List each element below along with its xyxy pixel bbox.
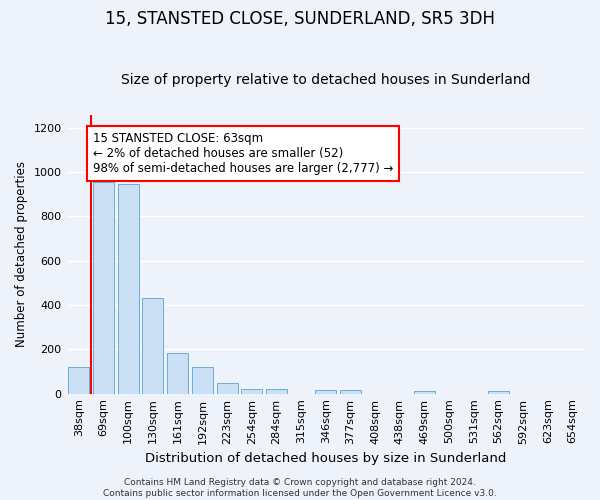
Bar (488, 392, 509, 394)
Bar (192, 367, 213, 394)
Text: Contains HM Land Registry data © Crown copyright and database right 2024.
Contai: Contains HM Land Registry data © Crown c… (103, 478, 497, 498)
Y-axis label: Number of detached properties: Number of detached properties (15, 161, 28, 347)
Bar (241, 389, 262, 394)
Bar (315, 390, 336, 394)
Bar (68, 367, 89, 394)
Bar (414, 392, 435, 394)
Bar (217, 383, 238, 394)
Bar (167, 352, 188, 394)
Text: 15, STANSTED CLOSE, SUNDERLAND, SR5 3DH: 15, STANSTED CLOSE, SUNDERLAND, SR5 3DH (105, 10, 495, 28)
Bar (340, 390, 361, 394)
Text: 15 STANSTED CLOSE: 63sqm
← 2% of detached houses are smaller (52)
98% of semi-de: 15 STANSTED CLOSE: 63sqm ← 2% of detache… (93, 132, 394, 176)
Title: Size of property relative to detached houses in Sunderland: Size of property relative to detached ho… (121, 73, 530, 87)
X-axis label: Distribution of detached houses by size in Sunderland: Distribution of detached houses by size … (145, 452, 506, 465)
Bar (93, 182, 114, 394)
Bar (142, 298, 163, 394)
Bar (266, 389, 287, 394)
Bar (118, 184, 139, 394)
